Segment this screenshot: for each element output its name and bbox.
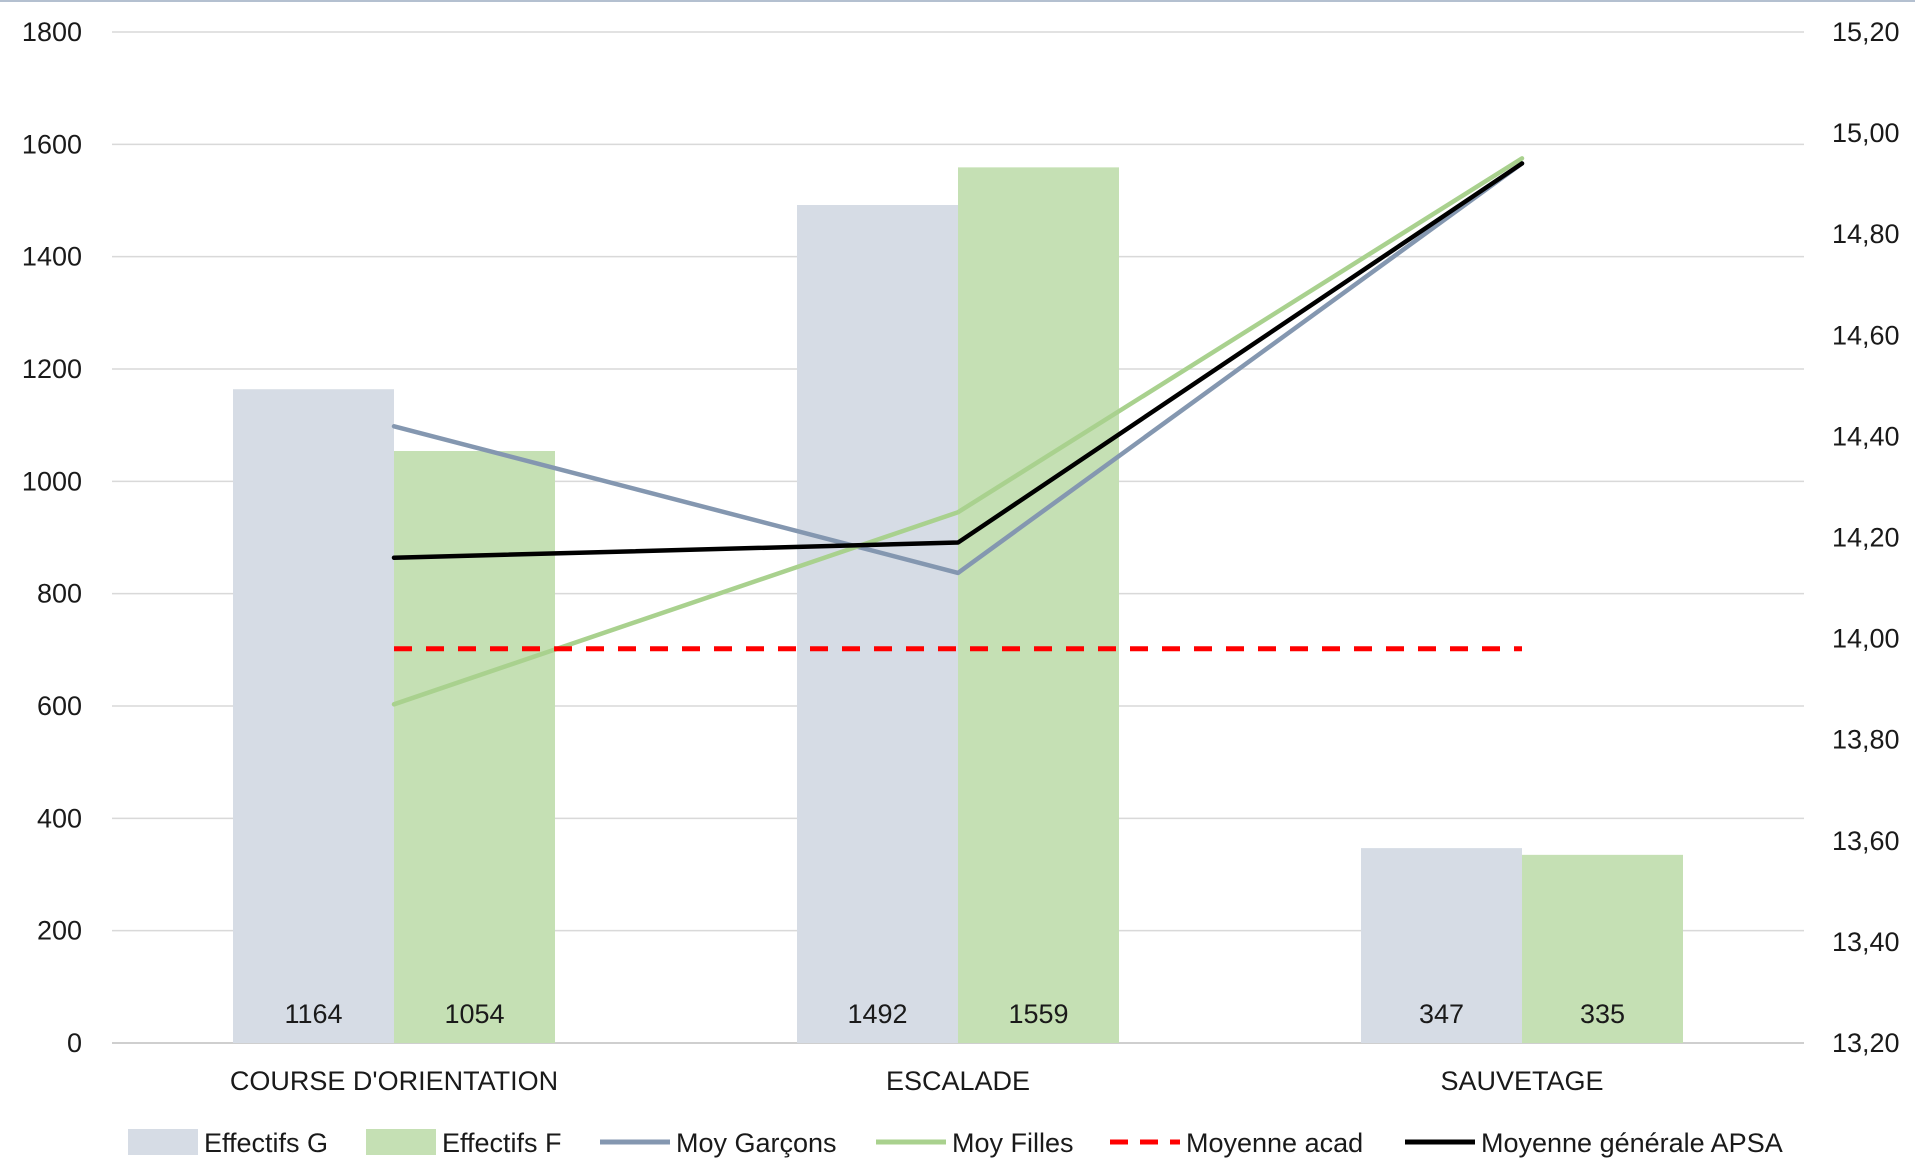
left-axis-tick-label: 0 <box>67 1028 82 1058</box>
legend-label: Moyenne acad <box>1186 1128 1363 1158</box>
bar <box>958 167 1119 1043</box>
bar-data-label: 1054 <box>444 999 504 1029</box>
category-label: SAUVETAGE <box>1440 1066 1603 1096</box>
left-axis-tick-label: 200 <box>37 916 82 946</box>
left-axis-tick-label: 800 <box>37 579 82 609</box>
axes: 0 200 400 600 800 1000 1200 1400 1600 1800 13,20 13… <box>22 17 1900 1096</box>
legend: Effectifs G Effectifs F Moy Garçons Moy Fil… <box>128 1128 1783 1158</box>
bar <box>797 204 958 1043</box>
legend-label: Effectifs G <box>204 1128 328 1158</box>
bar-data-label: 347 <box>1419 999 1464 1029</box>
right-axis-tick-label: 14,80 <box>1832 219 1900 249</box>
legend-swatch <box>366 1129 436 1155</box>
left-axis-tick-label: 1200 <box>22 354 82 384</box>
bar <box>1361 848 1522 1043</box>
left-axis-tick-label: 600 <box>37 691 82 721</box>
bar <box>1522 854 1683 1043</box>
right-axis-tick-label: 14,40 <box>1832 421 1900 451</box>
right-axis-tick-label: 14,00 <box>1832 624 1900 654</box>
right-axis-tick-label: 13,20 <box>1832 1028 1900 1058</box>
legend-label: Moy Filles <box>952 1128 1074 1158</box>
bar-data-label: 335 <box>1580 999 1625 1029</box>
right-axis-tick-label: 15,20 <box>1832 17 1900 47</box>
left-axis-tick-label: 400 <box>37 803 82 833</box>
legend-label: Moyenne générale APSA <box>1481 1128 1783 1158</box>
bar-data-label: 1559 <box>1008 999 1068 1029</box>
legend-label: Moy Garçons <box>676 1128 837 1158</box>
series-line <box>391 161 1525 560</box>
category-label: COURSE D'ORIENTATION <box>230 1066 558 1096</box>
series-line <box>391 156 1525 707</box>
left-axis-tick-label: 1000 <box>22 466 82 496</box>
right-axis-tick-label: 13,40 <box>1832 927 1900 957</box>
bars <box>233 167 1683 1044</box>
right-axis-tick-label: 15,00 <box>1832 118 1900 148</box>
bar-data-label: 1492 <box>847 999 907 1029</box>
legend-swatch <box>128 1129 198 1155</box>
right-axis-tick-label: 13,80 <box>1832 725 1900 755</box>
bar-data-label: 1164 <box>284 999 342 1029</box>
series-line <box>391 161 1525 576</box>
left-axis-tick-label: 1600 <box>22 129 82 159</box>
left-axis-tick-label: 1400 <box>22 242 82 272</box>
bar <box>233 389 394 1044</box>
legend-label: Effectifs F <box>442 1128 562 1158</box>
data-labels: 1164 1054 1492 1559 347 335 <box>284 999 1625 1029</box>
right-axis-tick-label: 13,60 <box>1832 826 1900 856</box>
category-label: ESCALADE <box>886 1066 1030 1096</box>
left-axis-tick-label: 1800 <box>22 17 82 47</box>
bar <box>394 451 555 1044</box>
lines <box>391 156 1525 707</box>
right-axis-tick-label: 14,60 <box>1832 320 1900 350</box>
right-axis-tick-label: 14,20 <box>1832 523 1900 553</box>
